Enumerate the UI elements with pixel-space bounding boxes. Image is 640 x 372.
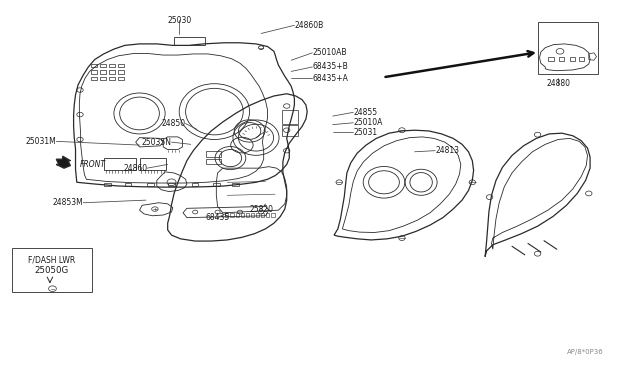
Text: AP/8*0P36: AP/8*0P36 [567, 349, 604, 355]
Text: F/DASH LWR: F/DASH LWR [28, 256, 75, 265]
Text: 25031M: 25031M [26, 137, 56, 146]
Bar [282, 110, 298, 124]
Bar [230, 213, 234, 217]
Text: 24855: 24855 [353, 108, 378, 117]
Text: FRONT: FRONT [80, 160, 106, 169]
Bar [192, 183, 198, 186]
Text: 68435: 68435 [205, 213, 230, 222]
Bar [225, 213, 228, 217]
Text: 24880: 24880 [546, 79, 570, 88]
Polygon shape [56, 156, 70, 168]
Bar [109, 70, 115, 74]
Bar [213, 183, 220, 186]
Bar [91, 64, 97, 67]
Bar [118, 77, 124, 80]
Text: 25030: 25030 [167, 16, 191, 25]
Bar [232, 183, 239, 186]
Text: 25050G: 25050G [34, 266, 68, 275]
Bar [559, 57, 564, 61]
Bar [109, 64, 115, 67]
Text: 25010AB: 25010AB [312, 48, 347, 57]
Bar [206, 151, 221, 157]
Bar [12, 248, 92, 292]
Bar [125, 183, 131, 186]
Text: 24813: 24813 [435, 146, 460, 155]
Bar [118, 64, 124, 67]
Bar [256, 213, 259, 217]
Bar [168, 183, 175, 186]
Text: 25035N: 25035N [141, 138, 172, 147]
Bar [548, 57, 554, 61]
Bar [91, 70, 97, 74]
Bar [140, 158, 166, 170]
Bar [109, 77, 115, 80]
Bar [206, 159, 221, 164]
Bar [251, 213, 254, 217]
Bar [147, 183, 154, 186]
Text: 68435+A: 68435+A [312, 74, 348, 83]
Bar [100, 77, 106, 80]
Bar [266, 213, 269, 217]
Bar [104, 183, 111, 186]
Bar [118, 70, 124, 74]
Bar [570, 57, 575, 61]
Text: 25820: 25820 [249, 205, 273, 214]
Text: 24850: 24850 [161, 119, 186, 128]
Bar [100, 64, 106, 67]
Bar [579, 57, 584, 61]
Bar [538, 22, 598, 74]
Bar [91, 77, 97, 80]
Bar [282, 125, 298, 136]
Text: 25031: 25031 [353, 128, 378, 137]
Text: 24860B: 24860B [294, 21, 324, 30]
Bar [100, 70, 106, 74]
Bar [261, 213, 264, 217]
Bar [246, 213, 249, 217]
Bar [174, 37, 205, 45]
Bar [271, 213, 275, 217]
Text: 24860: 24860 [123, 164, 147, 173]
Text: 24853M: 24853M [52, 198, 83, 207]
Bar [236, 213, 239, 217]
Text: 25010A: 25010A [353, 118, 383, 127]
Bar [104, 158, 136, 170]
Bar [241, 213, 244, 217]
Text: 68435+B: 68435+B [312, 62, 348, 71]
